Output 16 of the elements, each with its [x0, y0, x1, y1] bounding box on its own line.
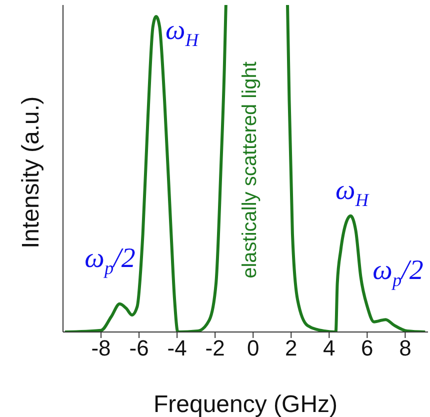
x-tick-label: -2 — [205, 336, 225, 361]
x-tick-label: 8 — [399, 336, 412, 361]
x-tick-label: 2 — [285, 336, 298, 361]
x-axis-title: Frequency (GHz) — [153, 391, 338, 417]
annotation: ω$_{p}$/2 — [372, 254, 424, 290]
annotation: ω$_{H}$ — [166, 14, 200, 50]
annotation: ω$_{p}$/2 — [84, 242, 136, 278]
x-tick-label: -6 — [129, 336, 149, 361]
x-tick-label: 4 — [323, 336, 336, 361]
annotation: elastically scattered light — [239, 61, 261, 278]
x-tick-label: -4 — [167, 336, 187, 361]
annotation: ω$_{H}$ — [336, 174, 370, 210]
x-tick-label: 6 — [361, 336, 374, 361]
x-tick-label: 0 — [246, 336, 260, 361]
x-tick-label: -8 — [91, 336, 111, 361]
y-axis-title: Intensity (a.u.) — [18, 96, 45, 248]
